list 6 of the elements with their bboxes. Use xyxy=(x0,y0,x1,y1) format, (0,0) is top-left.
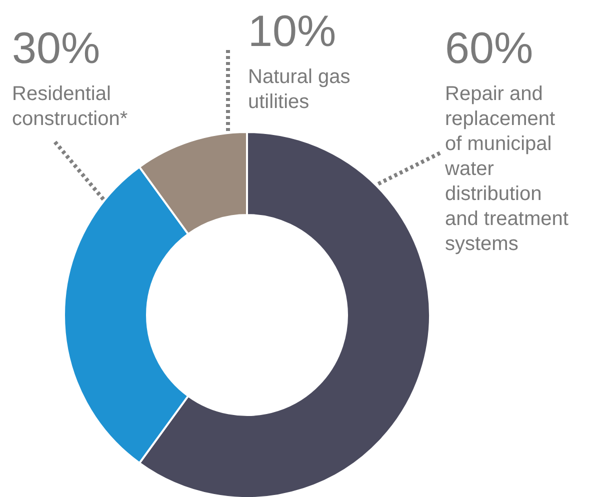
slice-label: Natural gas utilities xyxy=(248,66,350,113)
data-label: 60% xyxy=(445,24,534,73)
data-label: 30% xyxy=(12,24,100,73)
slice-label: Residential construction* xyxy=(12,83,128,130)
data-label: 10% xyxy=(248,7,336,56)
slice-label: Repair and replacement of municipal water distribution and treatment systems xyxy=(444,83,569,255)
